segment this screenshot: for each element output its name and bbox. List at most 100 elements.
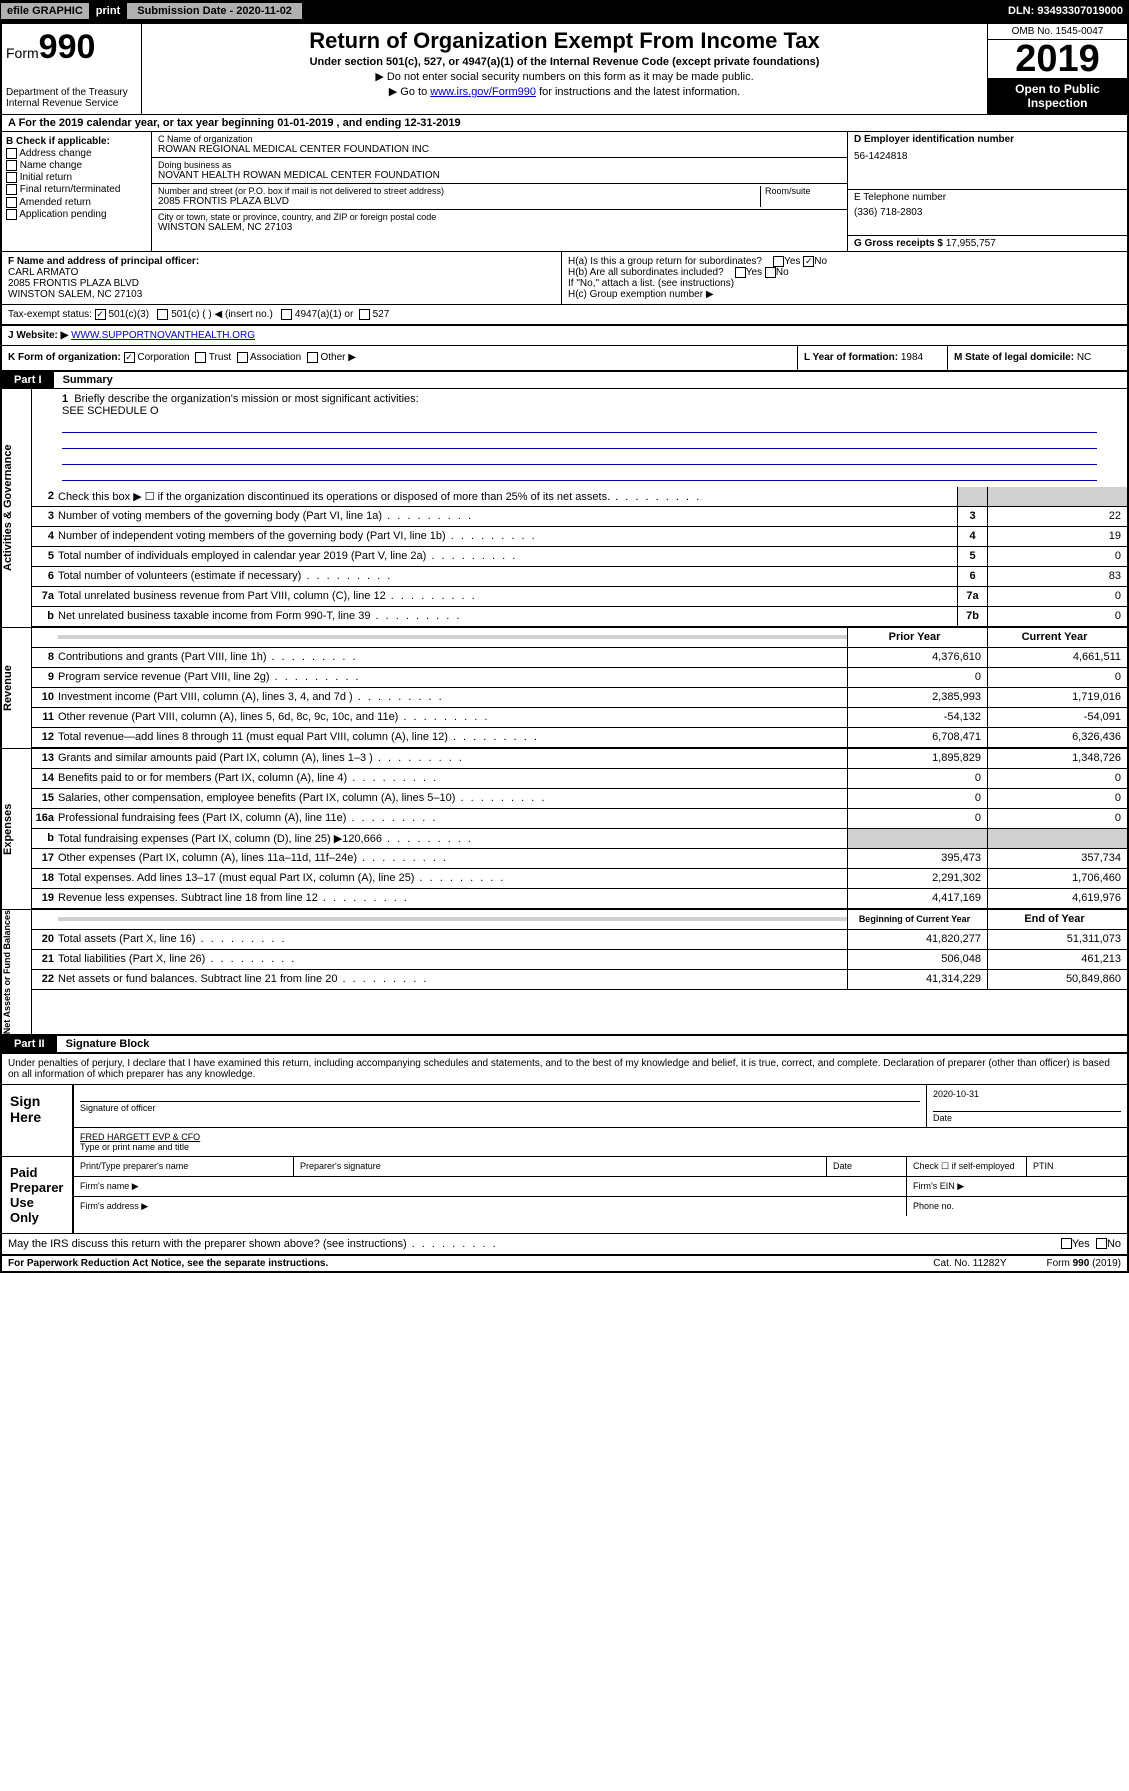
cb-other[interactable] <box>307 352 318 363</box>
summary-line: bTotal fundraising expenses (Part IX, co… <box>32 829 1127 849</box>
cb-4947[interactable] <box>281 309 292 320</box>
cb-assoc[interactable] <box>237 352 248 363</box>
summary-line: 2Check this box ▶ ☐ if the organization … <box>32 487 1127 507</box>
h-b: H(b) Are all subordinates included? Yes … <box>568 267 1121 278</box>
phone: (336) 718-2803 <box>854 207 1121 218</box>
sig-date: 2020-10-31 <box>933 1089 1121 1099</box>
h-c: H(c) Group exemption number ▶ <box>568 289 1121 300</box>
form-footer: Form 990 (2019) <box>1047 1258 1122 1269</box>
irs: Internal Revenue Service <box>6 98 137 109</box>
summary-line: 20Total assets (Part X, line 16)41,820,2… <box>32 930 1127 950</box>
discuss-no[interactable] <box>1096 1238 1107 1249</box>
summary-line: 15Salaries, other compensation, employee… <box>32 789 1127 809</box>
street-label: Number and street (or P.O. box if mail i… <box>158 186 756 196</box>
summary-line: 19Revenue less expenses. Subtract line 1… <box>32 889 1127 909</box>
city-label: City or town, state or province, country… <box>158 212 841 222</box>
vtab-netassets: Net Assets or Fund Balances <box>2 910 32 1034</box>
current-year-hdr: Current Year <box>987 628 1127 647</box>
cb-name[interactable]: Name change <box>6 160 147 171</box>
part2-tag: Part II <box>2 1036 57 1052</box>
col-d-ein: D Employer identification number 56-1424… <box>847 132 1127 251</box>
org-name-label: C Name of organization <box>158 134 841 144</box>
part1-title: Summary <box>57 372 119 388</box>
summary-line: 12Total revenue—add lines 8 through 11 (… <box>32 728 1127 748</box>
summary-line: 18Total expenses. Add lines 13–17 (must … <box>32 869 1127 889</box>
part2-header: Part II Signature Block <box>2 1036 1127 1052</box>
website-label: J Website: ▶ <box>8 330 68 341</box>
tax-status-label: Tax-exempt status: <box>8 309 92 320</box>
officer-name: CARL ARMATO <box>8 267 555 278</box>
form-990: 990 <box>39 28 96 66</box>
goto-pre: ▶ Go to <box>389 86 430 98</box>
discuss-yes[interactable] <box>1061 1238 1072 1249</box>
goto-post: for instructions and the latest informat… <box>536 86 740 98</box>
goto-note: ▶ Go to www.irs.gov/Form990 for instruct… <box>146 85 983 98</box>
year-formation-label: L Year of formation: <box>804 352 898 363</box>
ssn-note: ▶ Do not enter social security numbers o… <box>146 70 983 83</box>
cb-pending[interactable]: Application pending <box>6 209 147 220</box>
summary-line: 17Other expenses (Part IX, column (A), l… <box>32 849 1127 869</box>
dba: NOVANT HEALTH ROWAN MEDICAL CENTER FOUND… <box>158 170 841 181</box>
preparer-date-label: Date <box>827 1157 907 1176</box>
h-a: H(a) Is this a group return for subordin… <box>568 256 1121 267</box>
row-j: J Website: ▶ WWW.SUPPORTNOVANTHEALTH.ORG <box>2 326 1127 346</box>
gross-receipts: 17,955,757 <box>946 238 996 249</box>
summary-line: 21Total liabilities (Part X, line 26)506… <box>32 950 1127 970</box>
cb-501c[interactable] <box>157 309 168 320</box>
summary-line: 6Total number of volunteers (estimate if… <box>32 567 1127 587</box>
summary-line: 11Other revenue (Part VIII, column (A), … <box>32 708 1127 728</box>
begin-year-hdr: Beginning of Current Year <box>847 910 987 929</box>
cb-corp[interactable] <box>124 352 135 363</box>
summary-line: 10Investment income (Part VIII, column (… <box>32 688 1127 708</box>
officer-label: F Name and address of principal officer: <box>8 256 555 267</box>
firm-name-label: Firm's name ▶ <box>74 1177 907 1196</box>
summary-line: 13Grants and similar amounts paid (Part … <box>32 749 1127 769</box>
street: 2085 FRONTIS PLAZA BLVD <box>158 196 756 207</box>
vtab-governance: Activities & Governance <box>2 389 32 627</box>
vtab-expenses: Expenses <box>2 749 32 909</box>
part2-title: Signature Block <box>60 1036 156 1052</box>
dba-label: Doing business as <box>158 160 841 170</box>
perjury-note: Under penalties of perjury, I declare th… <box>2 1054 1127 1085</box>
cb-amended[interactable]: Amended return <box>6 197 147 208</box>
cb-address[interactable]: Address change <box>6 148 147 159</box>
identity-grid: B Check if applicable: Address change Na… <box>2 132 1127 252</box>
end-year-hdr: End of Year <box>987 910 1127 929</box>
ptin-label: PTIN <box>1027 1157 1127 1176</box>
cb-initial[interactable]: Initial return <box>6 172 147 183</box>
form990-link[interactable]: www.irs.gov/Form990 <box>430 86 536 98</box>
ein: 56-1424818 <box>854 151 1121 162</box>
summary-line: 16aProfessional fundraising fees (Part I… <box>32 809 1127 829</box>
row-f-h: F Name and address of principal officer:… <box>2 252 1127 305</box>
row-k-l-m: K Form of organization: Corporation Trus… <box>2 346 1127 371</box>
cb-527[interactable] <box>359 309 370 320</box>
row-a-period: A For the 2019 calendar year, or tax yea… <box>2 115 1127 132</box>
dln: DLN: 93493307019000 <box>1008 5 1129 17</box>
year-formation: 1984 <box>901 352 923 363</box>
year-header: Prior Year Current Year <box>32 628 1127 648</box>
section-netassets: Net Assets or Fund Balances Beginning of… <box>2 909 1127 1036</box>
sign-here-label: Sign Here <box>2 1085 72 1156</box>
cb-final[interactable]: Final return/terminated <box>6 184 147 195</box>
h-b-note: If "No," attach a list. (see instruction… <box>568 278 1121 289</box>
printed-name-label: Type or print name and title <box>80 1142 1121 1152</box>
vtab-revenue: Revenue <box>2 628 32 748</box>
officer-street: 2085 FRONTIS PLAZA BLVD <box>8 278 555 289</box>
discuss-question: May the IRS discuss this return with the… <box>8 1238 498 1250</box>
gross-label: G Gross receipts $ <box>854 238 943 249</box>
cb-501c3[interactable] <box>95 309 106 320</box>
col-c-org: C Name of organization ROWAN REGIONAL ME… <box>152 132 847 251</box>
paperwork-notice: For Paperwork Reduction Act Notice, see … <box>8 1258 933 1269</box>
city: WINSTON SALEM, NC 27103 <box>158 222 841 233</box>
firm-addr-label: Firm's address ▶ <box>74 1197 907 1216</box>
cb-trust[interactable] <box>195 352 206 363</box>
print-link[interactable]: print <box>90 3 126 19</box>
top-bar: efile GRAPHIC print Submission Date - 20… <box>0 0 1129 22</box>
efile-tag: efile GRAPHIC <box>0 2 90 20</box>
summary-line: 8Contributions and grants (Part VIII, li… <box>32 648 1127 668</box>
tax-year: 2019 <box>988 40 1127 78</box>
section-expenses: Expenses 13Grants and similar amounts pa… <box>2 748 1127 909</box>
summary-line: 22Net assets or fund balances. Subtract … <box>32 970 1127 990</box>
website-link[interactable]: WWW.SUPPORTNOVANTHEALTH.ORG <box>71 330 255 341</box>
form-number: Form990 <box>6 28 137 67</box>
